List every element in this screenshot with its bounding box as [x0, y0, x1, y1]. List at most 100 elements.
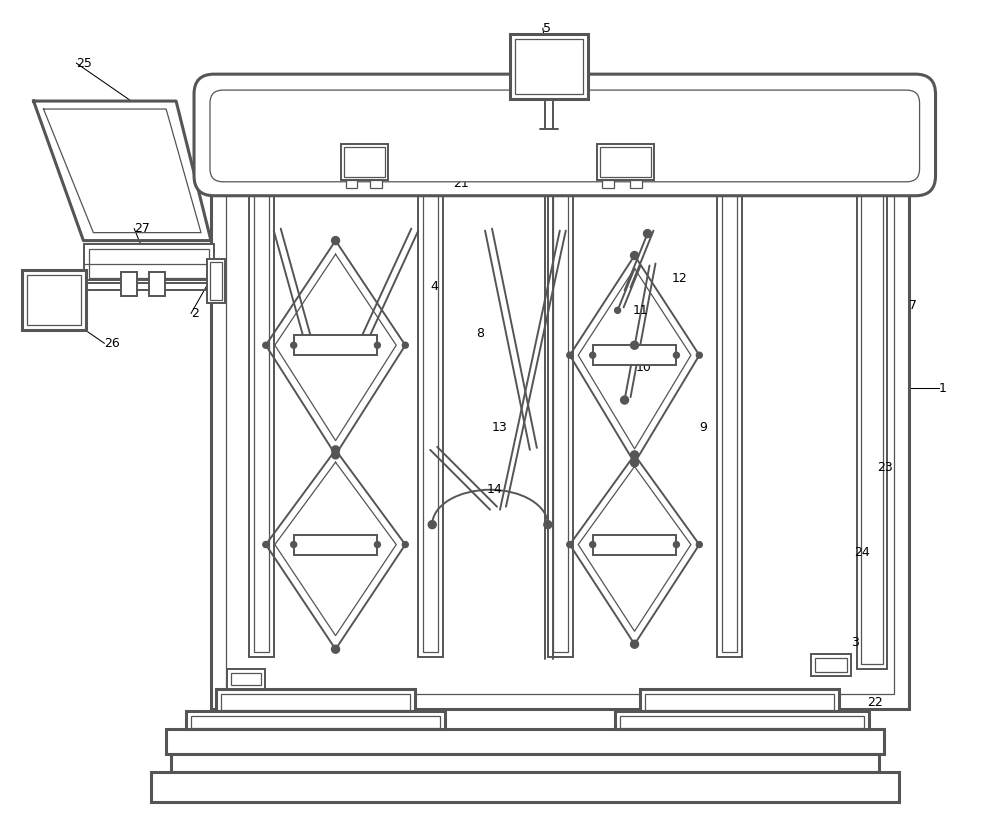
- Bar: [370, 180, 382, 188]
- Bar: [527, 151, 597, 173]
- Circle shape: [263, 541, 269, 548]
- Circle shape: [291, 342, 297, 349]
- Circle shape: [673, 541, 679, 548]
- Bar: [861, 186, 883, 664]
- Circle shape: [374, 342, 380, 349]
- Circle shape: [374, 541, 380, 548]
- Bar: [84, 243, 214, 283]
- Circle shape: [631, 451, 639, 459]
- Bar: [294, 535, 377, 554]
- Bar: [615, 711, 869, 729]
- Circle shape: [332, 451, 340, 459]
- Circle shape: [673, 352, 679, 359]
- Circle shape: [402, 342, 408, 349]
- Bar: [602, 180, 614, 188]
- Bar: [149, 272, 165, 296]
- Bar: [231, 673, 261, 685]
- Text: 6: 6: [570, 51, 578, 65]
- Text: 17: 17: [691, 158, 707, 170]
- Text: 5: 5: [543, 22, 551, 35]
- Bar: [249, 188, 274, 657]
- Bar: [166, 729, 884, 754]
- Bar: [234, 195, 866, 671]
- Bar: [344, 147, 385, 177]
- Text: 22: 22: [867, 696, 883, 709]
- Bar: [226, 116, 894, 694]
- Text: 2: 2: [191, 307, 199, 320]
- Bar: [387, 151, 447, 173]
- Circle shape: [631, 341, 639, 349]
- Text: 3: 3: [851, 636, 859, 649]
- Text: 20: 20: [333, 105, 348, 118]
- Bar: [121, 272, 137, 296]
- Bar: [228, 188, 872, 677]
- Bar: [171, 754, 879, 772]
- Bar: [228, 151, 375, 173]
- Bar: [207, 258, 225, 304]
- Text: 21: 21: [453, 178, 469, 190]
- Bar: [722, 193, 737, 652]
- Bar: [857, 181, 887, 669]
- Bar: [423, 193, 438, 652]
- Circle shape: [615, 307, 621, 314]
- Text: 1: 1: [939, 382, 946, 394]
- Text: 13: 13: [492, 422, 508, 434]
- Circle shape: [332, 446, 340, 454]
- Bar: [815, 658, 847, 672]
- Bar: [216, 689, 415, 711]
- Bar: [654, 151, 809, 173]
- FancyBboxPatch shape: [210, 90, 920, 182]
- Bar: [811, 654, 851, 676]
- Bar: [27, 276, 81, 325]
- Text: 27: 27: [134, 222, 150, 235]
- Text: 8: 8: [476, 327, 484, 339]
- Bar: [510, 34, 588, 99]
- Circle shape: [590, 541, 596, 548]
- Bar: [22, 271, 86, 330]
- Circle shape: [263, 342, 269, 349]
- Bar: [630, 180, 642, 188]
- Bar: [553, 193, 568, 652]
- Bar: [210, 261, 222, 300]
- FancyBboxPatch shape: [194, 74, 936, 196]
- Bar: [600, 147, 651, 177]
- Circle shape: [291, 541, 297, 548]
- Text: 24: 24: [854, 546, 870, 559]
- Bar: [645, 694, 834, 710]
- Circle shape: [696, 352, 702, 359]
- Circle shape: [332, 645, 340, 653]
- Bar: [620, 716, 864, 728]
- Circle shape: [644, 230, 651, 237]
- Bar: [186, 711, 445, 729]
- Circle shape: [696, 541, 702, 548]
- Text: 19: 19: [894, 138, 909, 150]
- Bar: [593, 535, 676, 554]
- Circle shape: [631, 459, 639, 466]
- Bar: [227, 669, 265, 689]
- Bar: [294, 335, 377, 355]
- Bar: [191, 716, 440, 728]
- Circle shape: [332, 237, 340, 245]
- Circle shape: [631, 640, 639, 648]
- Text: 4: 4: [430, 280, 438, 293]
- Text: 11: 11: [633, 304, 648, 317]
- Bar: [89, 248, 209, 278]
- Circle shape: [567, 352, 573, 359]
- Bar: [515, 39, 583, 94]
- Text: 10: 10: [636, 361, 651, 374]
- Bar: [341, 144, 388, 180]
- Circle shape: [402, 541, 408, 548]
- Text: 23: 23: [877, 461, 892, 474]
- Text: 34: 34: [234, 121, 250, 134]
- Text: 14: 14: [487, 483, 503, 496]
- Text: 7: 7: [909, 299, 917, 312]
- Bar: [254, 193, 269, 652]
- Text: 16: 16: [737, 158, 753, 170]
- Circle shape: [567, 541, 573, 548]
- Text: 26: 26: [104, 337, 120, 349]
- Circle shape: [631, 251, 639, 260]
- Bar: [211, 101, 909, 709]
- Bar: [221, 694, 410, 710]
- Bar: [346, 180, 357, 188]
- Text: 25: 25: [76, 56, 92, 70]
